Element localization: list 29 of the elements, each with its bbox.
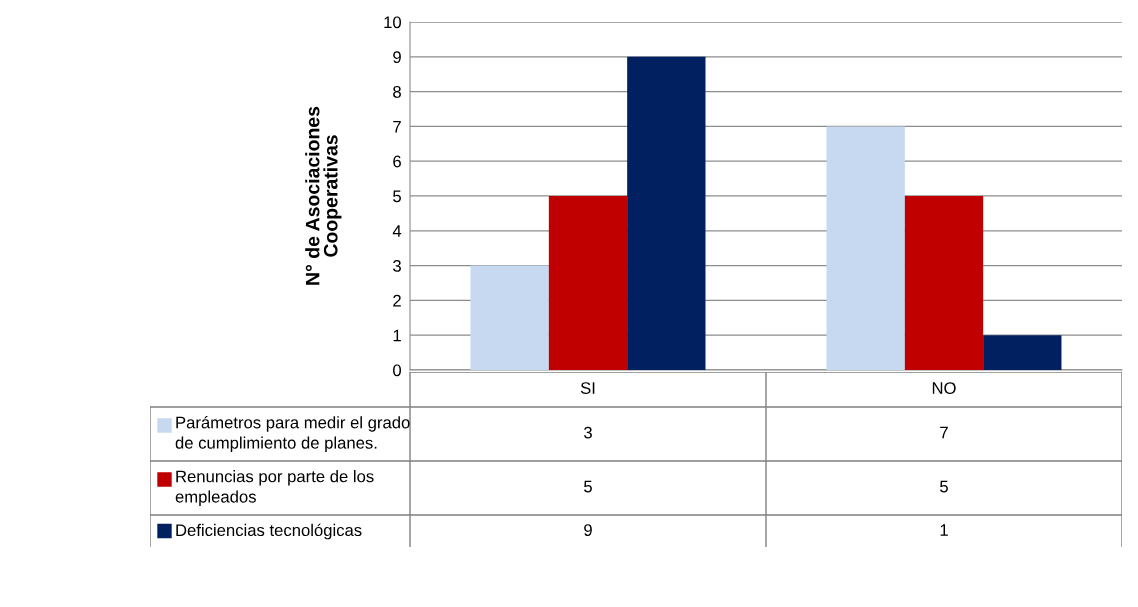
y-tick-label: 10 <box>384 16 402 29</box>
y-tick-label: 0 <box>393 364 402 377</box>
y-tick-label: 5 <box>393 190 401 203</box>
data-label: 5 <box>584 480 592 493</box>
bar <box>904 196 984 370</box>
y-tick-label: 3 <box>393 260 401 272</box>
y-tick-label: 7 <box>393 120 401 133</box>
y-tick-label: 1 <box>393 329 401 342</box>
data-label: 9 <box>584 524 592 536</box>
y-axis-title: N° de Asociaciones Cooperativas <box>305 106 342 285</box>
x-tick-label: SI <box>580 382 595 394</box>
y-tick-label: 8 <box>393 86 401 98</box>
data-label: 3 <box>584 426 592 439</box>
y-tick-label: 4 <box>392 225 402 237</box>
bar <box>627 56 706 370</box>
y-tick-label: 6 <box>393 155 401 168</box>
bar <box>826 126 905 370</box>
bar <box>983 335 1062 370</box>
bar <box>470 265 549 370</box>
y-tick-label: 2 <box>393 294 401 307</box>
legend-label: Deficiencias tecnológicas <box>176 523 362 540</box>
data-label: 7 <box>940 426 948 439</box>
x-tick-label: NO <box>932 382 956 394</box>
legend-label: Parámetros para medir el grado de cumplimiento de planes. <box>175 415 410 453</box>
legend-label: Renuncias por parte de los empleados <box>175 470 374 506</box>
data-label: 1 <box>940 524 948 536</box>
y-tick-label: 9 <box>393 51 401 63</box>
data-label: 5 <box>940 480 948 493</box>
bar <box>548 196 628 370</box>
